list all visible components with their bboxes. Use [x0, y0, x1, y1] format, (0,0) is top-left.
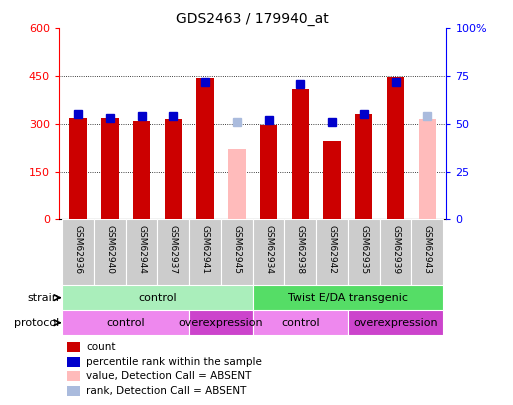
Bar	[196, 78, 214, 220]
Bar	[221, 220, 253, 285]
Bar	[101, 118, 119, 220]
Text: protocol: protocol	[14, 318, 60, 328]
Text: overexpression: overexpression	[179, 318, 263, 328]
Text: GSM62938: GSM62938	[296, 225, 305, 274]
Text: Twist E/DA transgenic: Twist E/DA transgenic	[288, 293, 408, 303]
Bar	[348, 220, 380, 285]
Text: control: control	[106, 318, 145, 328]
Bar	[67, 386, 81, 396]
Bar	[189, 310, 253, 335]
Bar	[253, 310, 348, 335]
Text: rank, Detection Call = ABSENT: rank, Detection Call = ABSENT	[86, 386, 246, 396]
Bar	[67, 371, 81, 381]
Text: percentile rank within the sample: percentile rank within the sample	[86, 357, 262, 367]
Bar	[94, 220, 126, 285]
Text: GSM62941: GSM62941	[201, 225, 209, 274]
Bar	[165, 119, 182, 220]
Text: GSM62934: GSM62934	[264, 225, 273, 274]
Bar	[260, 124, 277, 220]
Bar	[355, 114, 372, 220]
Bar	[316, 220, 348, 285]
Bar	[387, 77, 404, 220]
Bar	[323, 141, 341, 220]
Bar	[284, 220, 316, 285]
Bar	[189, 220, 221, 285]
Bar	[69, 117, 87, 220]
Bar	[380, 220, 411, 285]
Text: overexpression: overexpression	[353, 318, 438, 328]
Bar	[126, 220, 157, 285]
Bar	[253, 285, 443, 310]
Text: count: count	[86, 342, 115, 352]
Text: GSM62944: GSM62944	[137, 225, 146, 273]
Bar	[348, 310, 443, 335]
Text: strain: strain	[28, 293, 60, 303]
Bar	[62, 310, 189, 335]
Bar	[67, 357, 81, 367]
Text: GSM62935: GSM62935	[359, 225, 368, 274]
Text: GSM62945: GSM62945	[232, 225, 241, 274]
Bar	[133, 122, 150, 220]
Bar	[419, 119, 436, 220]
Bar	[291, 90, 309, 220]
Text: GSM62936: GSM62936	[73, 225, 83, 274]
Text: GSM62942: GSM62942	[327, 225, 337, 273]
Text: GSM62940: GSM62940	[105, 225, 114, 274]
Text: GSM62937: GSM62937	[169, 225, 178, 274]
Bar	[62, 285, 253, 310]
Bar	[157, 220, 189, 285]
Bar	[62, 220, 94, 285]
Text: value, Detection Call = ABSENT: value, Detection Call = ABSENT	[86, 371, 251, 382]
Bar	[228, 149, 246, 220]
Bar	[67, 343, 81, 352]
Bar	[411, 220, 443, 285]
Text: control: control	[281, 318, 320, 328]
Text: control: control	[138, 293, 176, 303]
Text: GSM62943: GSM62943	[423, 225, 432, 274]
Bar	[253, 220, 284, 285]
Text: GDS2463 / 179940_at: GDS2463 / 179940_at	[176, 12, 329, 26]
Text: GSM62939: GSM62939	[391, 225, 400, 274]
